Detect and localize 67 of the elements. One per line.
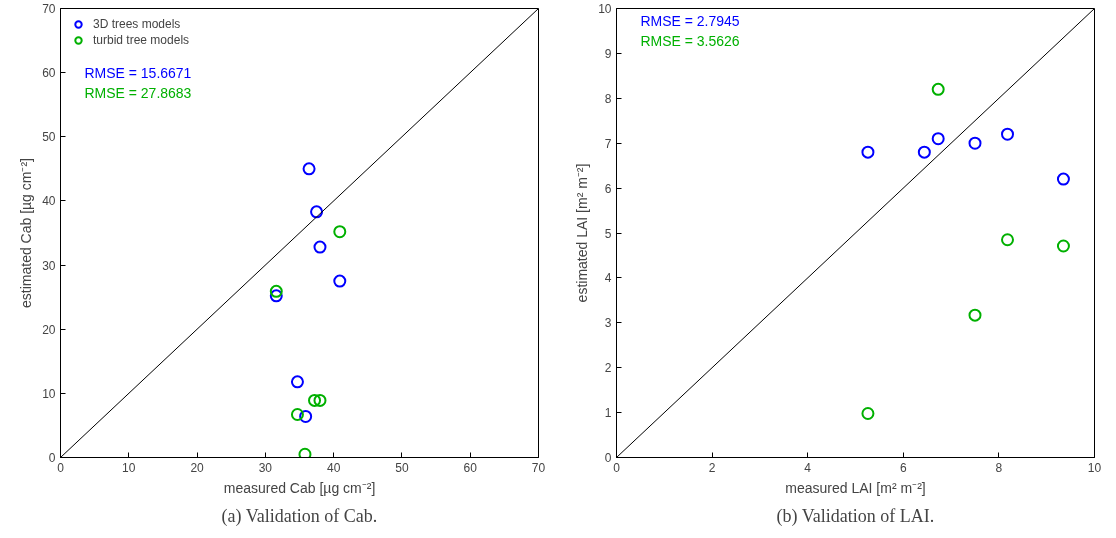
y-tick-label: 10 xyxy=(42,386,56,401)
y-tick-label: 8 xyxy=(604,91,612,106)
x-tick-label: 10 xyxy=(1087,460,1102,475)
text: (b) Validation of LAI. xyxy=(776,505,935,527)
x-tick-label: 2 xyxy=(708,460,716,475)
point xyxy=(313,240,327,254)
point xyxy=(931,82,945,96)
point xyxy=(861,407,875,420)
x-tick-label: 6 xyxy=(899,460,907,475)
point xyxy=(861,145,875,159)
y-axis-title: estimated LAI [m² m⁻²] xyxy=(574,163,591,303)
point xyxy=(313,393,327,407)
point xyxy=(333,225,347,239)
x-axis-title: measured Cab [µg cm⁻²] xyxy=(223,479,376,496)
y-tick-label: 6 xyxy=(604,181,612,196)
y-tick-label: 5 xyxy=(604,226,612,241)
point xyxy=(290,375,304,389)
x-tick-label: 40 xyxy=(326,460,341,475)
annotation: RMSE = 2.7945 xyxy=(640,12,740,29)
point xyxy=(931,132,945,146)
y-tick-label: 2 xyxy=(604,361,612,376)
y-tick-label: 10 xyxy=(598,2,612,16)
y-tick-label: 40 xyxy=(42,194,56,209)
y-tick-label: 3 xyxy=(604,316,612,331)
y-tick-label: 20 xyxy=(42,322,56,337)
x-tick-label: 60 xyxy=(463,460,478,475)
x-axis-title: measured LAI [m² m⁻²] xyxy=(785,479,926,496)
annotation: RMSE = 15.6671 xyxy=(84,65,192,82)
y-tick-label: 50 xyxy=(42,130,56,145)
x-tick-label: 70 xyxy=(531,460,546,475)
point xyxy=(302,162,316,176)
y-tick-label: 70 xyxy=(42,2,56,16)
point xyxy=(310,205,324,219)
text: (a) Validation of Cab. xyxy=(221,505,378,527)
point xyxy=(269,289,283,303)
x-tick-label: 20 xyxy=(190,460,205,475)
x-tick-label: 30 xyxy=(258,460,273,475)
point xyxy=(299,409,313,423)
point xyxy=(968,308,982,322)
point xyxy=(1001,233,1014,247)
x-tick-label: 10 xyxy=(122,460,136,475)
y-tick-label: 30 xyxy=(42,258,56,273)
x-tick-label: 8 xyxy=(995,460,1003,475)
annotation: RMSE = 3.5626 xyxy=(640,32,740,49)
x-tick-label: 4 xyxy=(804,460,812,475)
point xyxy=(308,393,322,407)
point xyxy=(1001,127,1014,141)
y-tick-label: 0 xyxy=(604,451,612,465)
point xyxy=(1056,239,1070,253)
point xyxy=(290,408,304,422)
point xyxy=(298,447,312,458)
y-tick-label: 7 xyxy=(604,136,612,151)
y-tick-label: 4 xyxy=(604,271,612,286)
y-axis-title: estimated Cab [µg cm⁻²] xyxy=(18,157,35,308)
legend-label: 3D trees models xyxy=(93,16,181,32)
annotation: RMSE = 27.8683 xyxy=(84,85,192,102)
point xyxy=(269,284,283,298)
legend-label: turbid tree models xyxy=(93,32,190,48)
y-tick-label: 9 xyxy=(604,46,612,61)
y-tick-label: 0 xyxy=(48,451,56,465)
point xyxy=(917,145,931,159)
x-tick-label: 50 xyxy=(395,460,409,475)
y-tick-label: 1 xyxy=(604,406,612,421)
point xyxy=(968,136,982,150)
y-tick-label: 60 xyxy=(42,66,56,81)
point xyxy=(1056,172,1070,186)
point xyxy=(333,274,347,288)
